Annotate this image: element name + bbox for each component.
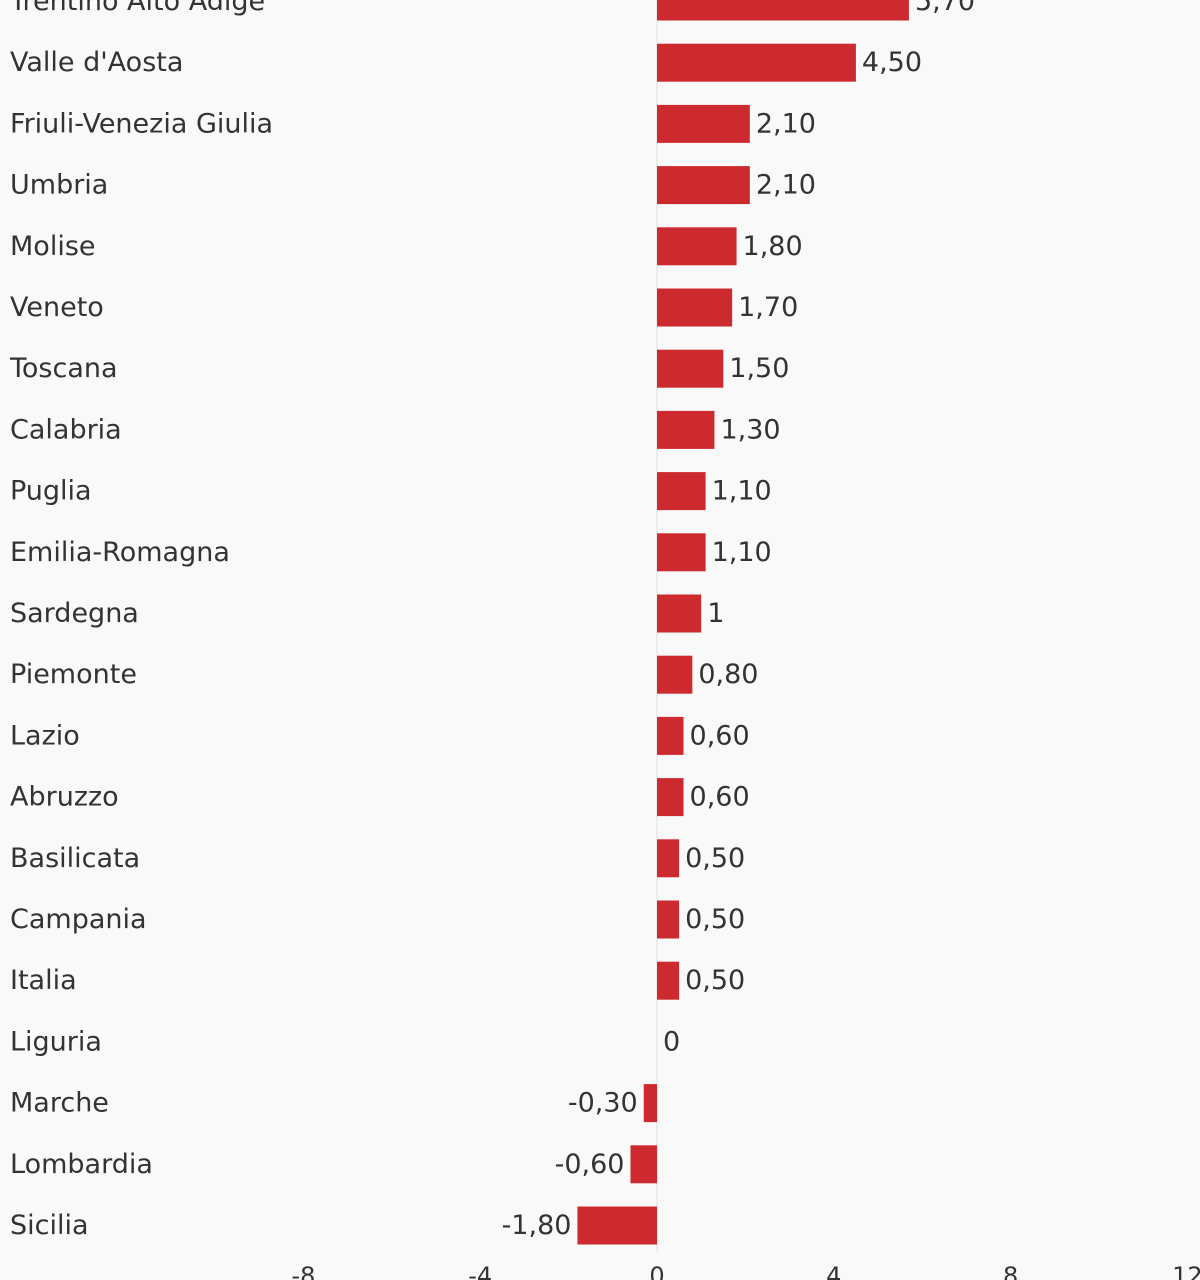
bar[interactable] — [657, 533, 706, 572]
bar[interactable] — [657, 104, 750, 143]
bar[interactable] — [657, 655, 693, 694]
bar[interactable] — [657, 472, 706, 511]
bar[interactable] — [657, 961, 680, 1000]
bar[interactable] — [657, 43, 856, 82]
category-labels-layer: Trentino Alto Adige Valle d'Aosta Friuli-V… — [9, 0, 273, 1241]
x-tick-label: 4 — [826, 1262, 841, 1280]
category-label: Valle d'Aosta — [10, 47, 183, 78]
data-label: 1,70 — [738, 292, 798, 323]
bar[interactable] — [657, 900, 680, 939]
category-label: Lazio — [10, 720, 80, 751]
data-label: 1,50 — [729, 353, 789, 384]
data-label: -0,30 — [568, 1088, 638, 1119]
data-label: 0,60 — [690, 720, 750, 751]
category-label: Lombardia — [10, 1149, 153, 1180]
bar[interactable] — [657, 288, 733, 327]
data-label: 0,50 — [685, 965, 745, 996]
bars-layer — [577, 0, 909, 1245]
x-tick-label: -4 — [468, 1262, 492, 1280]
category-label: Abruzzo — [10, 782, 119, 813]
category-label: Puglia — [10, 476, 92, 507]
data-label: 5,70 — [915, 0, 975, 17]
category-label: Basilicata — [10, 843, 140, 874]
bar[interactable] — [643, 1084, 657, 1123]
category-label: Marche — [10, 1088, 109, 1119]
x-tick-label: 8 — [1003, 1262, 1018, 1280]
data-label: 0,50 — [685, 904, 745, 935]
category-label: Sicilia — [10, 1210, 89, 1241]
data-label: 0,60 — [690, 782, 750, 813]
category-label: Friuli-Venezia Giulia — [10, 108, 273, 139]
data-label: 2,10 — [756, 170, 816, 201]
data-label: 1,10 — [712, 537, 772, 568]
bar[interactable] — [657, 227, 737, 266]
data-label: 1,10 — [712, 476, 772, 507]
bar[interactable] — [657, 594, 702, 633]
data-label: 2,10 — [756, 108, 816, 139]
bar[interactable] — [657, 0, 909, 21]
category-label: Emilia-Romagna — [10, 537, 230, 568]
category-label: Piemonte — [10, 659, 137, 690]
bar[interactable] — [657, 410, 715, 449]
bar[interactable] — [657, 716, 684, 755]
category-label: Umbria — [10, 170, 108, 201]
data-label: -0,60 — [555, 1149, 625, 1180]
category-label: Calabria — [10, 414, 122, 445]
data-label: 1,80 — [743, 231, 803, 262]
category-label: Campania — [10, 904, 147, 935]
data-label: 4,50 — [862, 47, 922, 78]
category-label: Toscana — [9, 353, 118, 384]
category-label: Sardegna — [10, 598, 139, 629]
x-tick-label: -8 — [291, 1262, 315, 1280]
data-label: 0,50 — [685, 843, 745, 874]
data-label: 0,80 — [698, 659, 758, 690]
bar[interactable] — [657, 166, 750, 205]
bar[interactable] — [577, 1206, 657, 1245]
category-label: Italia — [10, 965, 77, 996]
data-label: -1,80 — [502, 1210, 572, 1241]
data-labels-layer: 5,70 4,50 2,10 2,10 1,80 1,70 1,50 1,30 1,10 1,10… — [502, 0, 976, 1241]
x-axis-ticks-layer: -8 -4 0 4 8 12 — [291, 1262, 1200, 1280]
data-label: 1 — [707, 598, 724, 629]
data-label: 0 — [663, 1026, 680, 1057]
category-label: Liguria — [10, 1026, 102, 1057]
bar[interactable] — [657, 839, 680, 878]
category-label: Trentino Alto Adige — [9, 0, 265, 17]
category-label: Veneto — [10, 292, 104, 323]
bar[interactable] — [657, 349, 724, 388]
data-label: 1,30 — [720, 414, 780, 445]
x-tick-label: 12 — [1172, 1262, 1200, 1280]
bar[interactable] — [630, 1145, 657, 1184]
category-label: Molise — [10, 231, 96, 262]
x-tick-label: 0 — [649, 1262, 664, 1280]
bar[interactable] — [657, 778, 684, 817]
